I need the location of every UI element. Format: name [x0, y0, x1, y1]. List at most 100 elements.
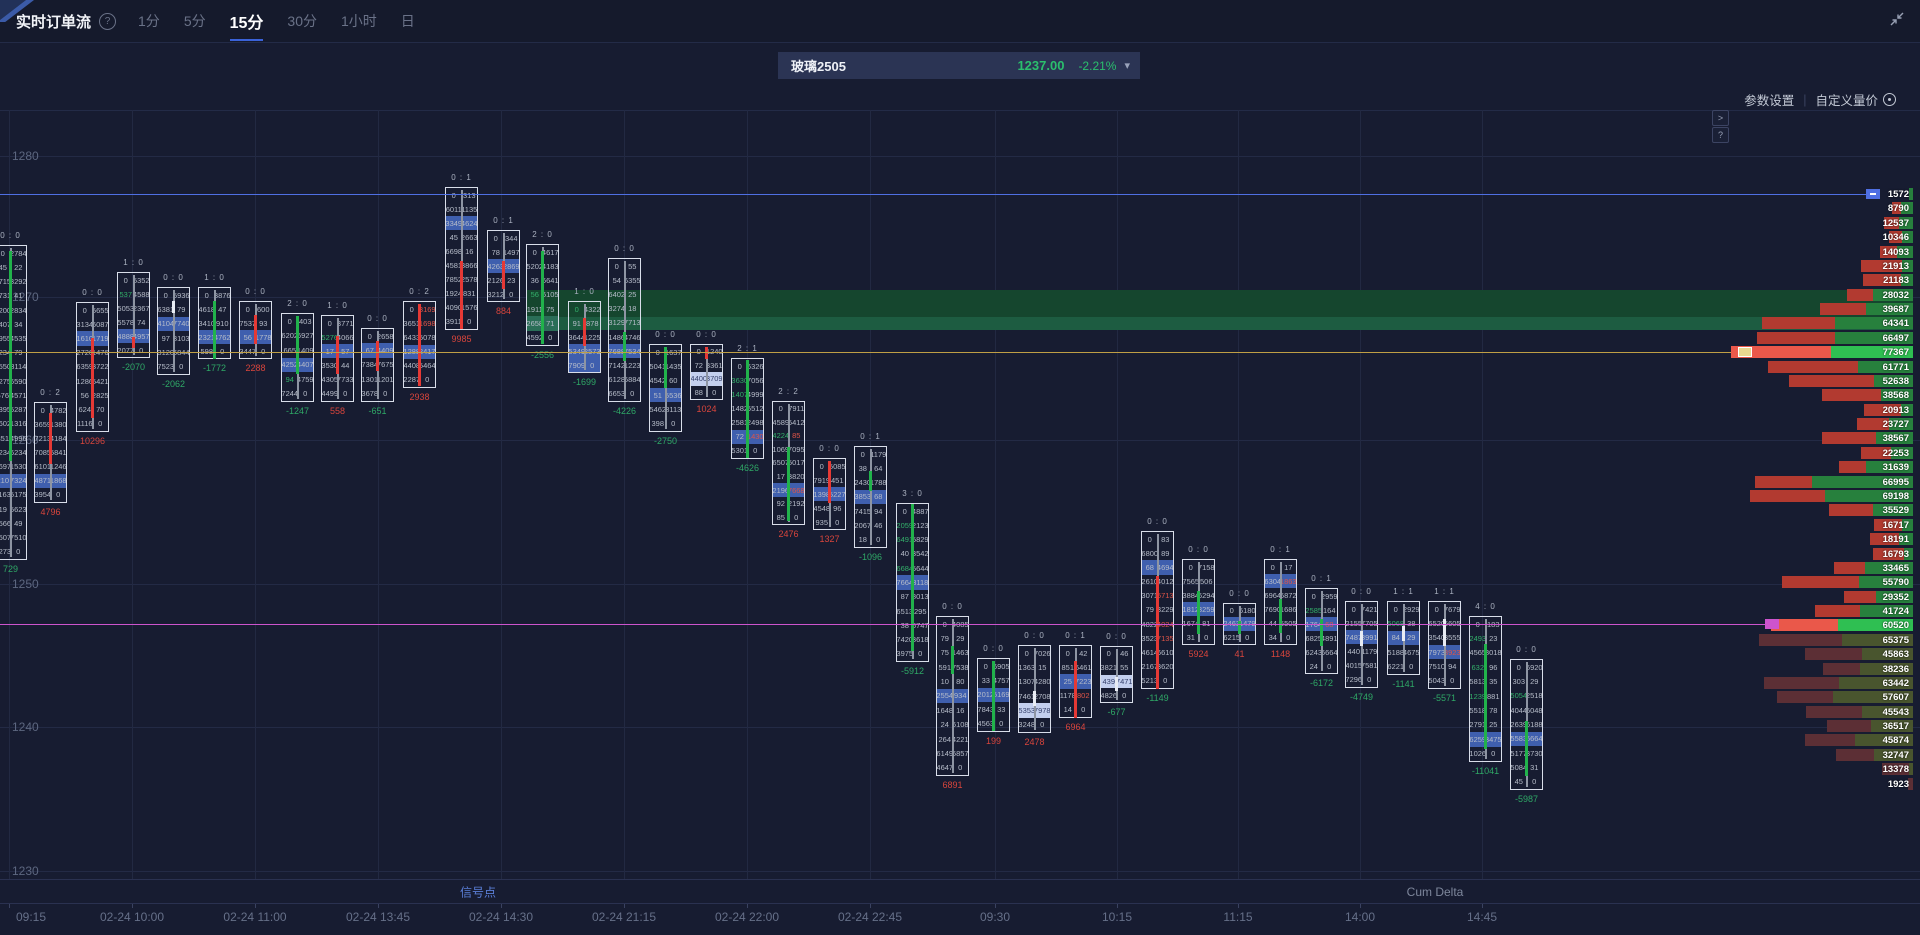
volume-profile-row: [1892, 202, 1913, 215]
footprint-row: 36 6641: [527, 274, 558, 288]
candle-body: [583, 318, 586, 346]
ask-volume-cell: 41: [14, 291, 23, 301]
ask-volume-cell: 4184: [50, 433, 67, 443]
ask-volume-cell: 7740: [173, 319, 190, 329]
tab-timeframe-1m[interactable]: 1分: [138, 13, 160, 29]
footprint-candle[interactable]: 0 403 6202 6927 665 1409 4252 4407 94 4759 7244 0: [281, 313, 314, 402]
footprint-candle[interactable]: 0 5352 537 4588 5053 2367 5578 74 4888 4957 2077 0: [117, 272, 150, 358]
collapse-icon[interactable]: [1888, 10, 1906, 28]
footprint-candle[interactable]: 0 4782 3659 1380 7213 4184 7085 5841 6101 1246 487…: [34, 402, 67, 503]
footprint-candle[interactable]: 0 46 3821 55 439 7471 4826 0: [1100, 646, 1133, 703]
footprint-candle[interactable]: 0 4887 2059 2123 6491 5829 40 3542 6684 5644 7664 3…: [896, 503, 929, 662]
instrument-selector[interactable]: 玻璃2505 1237.00 -2.21% ▾: [778, 52, 1140, 79]
footprint-candle[interactable]: 0 313 6011 1135 3349 4624 45 2663 6698 16 4581 3866…: [445, 187, 478, 330]
ask-volume-cell: 1479: [1239, 619, 1256, 629]
footprint-candle[interactable]: 0 600 7537 93 56 1778 3447 0: [239, 301, 272, 359]
signal-point-label[interactable]: 信号点: [459, 885, 497, 900]
bid-volume-cell: 1363: [1019, 662, 1035, 672]
ask-volume-cell: 4221: [952, 734, 969, 744]
profile-sell-segment: [1731, 346, 1831, 359]
footprint-candle[interactable]: 0 17 6304 1863 6964 6872 7690 1686 44 5505 34 0: [1264, 559, 1297, 645]
footprint-candle[interactable]: 0 4617 5202 4183 36 6641 56 6105 1911 75 2658 71 459…: [526, 244, 559, 346]
bid-volume-cell: 1610: [77, 334, 93, 344]
time-axis-label: 02-24 21:15: [591, 910, 657, 924]
footprint-candle[interactable]: 0 2658 67 4409 7384 7675 1301 1201 3678 0: [361, 328, 394, 402]
footprint-candle[interactable]: 0183249323456580186329658133512398815518…: [1469, 616, 1502, 762]
bid-volume-cell: 2077: [118, 345, 134, 355]
ask-volume-cell: 1686: [1280, 604, 1297, 614]
tab-timeframe-5m[interactable]: 5分: [183, 13, 206, 29]
tab-timeframe-15m[interactable]: 15分: [228, 5, 266, 41]
ask-volume-cell: 29: [1407, 633, 1416, 643]
target-dot-icon[interactable]: [1883, 93, 1896, 106]
footprint-candle[interactable]: 0555463556402253274183129771314864746768…: [608, 258, 641, 402]
footprint-candle[interactable]: 0292950683884295188467562210: [1387, 601, 1420, 675]
bid-volume-cell: 6381: [158, 304, 174, 314]
footprint-row: 0 600: [240, 302, 271, 316]
ask-volume-cell: 0: [303, 389, 308, 399]
bid-volume-cell: 7523: [158, 362, 174, 372]
ask-volume-cell: 451: [830, 475, 844, 485]
volume-profile-row: [1883, 216, 1913, 229]
footprint-row: 2126 23: [488, 273, 519, 287]
profile-volume-value: 63442: [1882, 677, 1909, 689]
signal-band-bottom-line: [0, 903, 1920, 904]
bid-volume-cell: 4400: [691, 374, 707, 384]
footprint-candle[interactable]: 0 7026 1363 15 1307 4280 7461 2708 5353 7978 3248 0: [1018, 645, 1051, 733]
candle-delta-header: 0 : 0: [1229, 589, 1250, 598]
footprint-candle[interactable]: 0836800896846942610401230715713793229482…: [1141, 531, 1174, 689]
tab-timeframe-1d[interactable]: 日: [400, 13, 415, 29]
bid-volume-cell: 7843: [978, 704, 994, 714]
footprint-candle[interactable]: 0163750411435454260515536546231133980: [649, 344, 682, 432]
footprint-row: 56 2825: [77, 388, 108, 402]
footprint-candle[interactable]: 0565531346087161017192726147663593722128…: [76, 302, 109, 432]
profile-sell-segment: [1827, 720, 1872, 733]
footprint-candle[interactable]: 037715276406617573530444305773344990: [321, 315, 354, 402]
candle-body: [746, 360, 749, 458]
bid-volume-cell: 91: [572, 318, 581, 328]
profile-sell-segment: [1881, 763, 1909, 776]
footprint-candle[interactable]: 0 2959 2585 164 1764 68 6825 4891 6243 6664 24 0: [1305, 588, 1338, 674]
footprint-candle[interactable]: 0 6905 33 4757 2012 5169 7843 33 4563 0: [977, 658, 1010, 732]
footprint-candle[interactable]: 0 7911 4589 6412 4224 85 1069 7095 6507 5017 17 382…: [772, 401, 805, 525]
footprint-candle[interactable]: 0 5085 7919 451 1398 5227 4548 96 935 0: [813, 458, 846, 530]
param-settings-button[interactable]: 参数设置: [1744, 94, 1795, 108]
footprint-candle[interactable]: 05936638179410477409731033120684475230: [157, 287, 190, 375]
footprint-row: 0 1179: [855, 447, 886, 461]
footprint-row: 1239 881: [1470, 689, 1501, 703]
footprint-candle[interactable]: 0408579297514635917538108025549341648162…: [936, 616, 969, 776]
ask-volume-cell: 6641: [542, 276, 559, 286]
bid-volume-cell: 3248: [1019, 720, 1035, 730]
ask-volume-cell: 55: [628, 261, 637, 271]
footprint-candle[interactable]: 0278445223715329247314142002834140734695…: [0, 245, 27, 560]
bid-volume-cell: 6149: [937, 748, 953, 758]
expand-panel-button[interactable]: >: [1712, 110, 1729, 126]
footprint-candle[interactable]: 0 6920 303 29 5054 2518 4044 6048 2639 6188 5583 66…: [1510, 659, 1543, 790]
custom-volume-price-button[interactable]: 自定义量价: [1815, 94, 1878, 108]
footprint-candle[interactable]: 0 344 78 1497 4263 2869 2126 23 3212 0: [487, 230, 520, 302]
footprint-row: 2107324: [0, 473, 26, 488]
tab-timeframe-1h[interactable]: 1小时: [341, 13, 377, 29]
footprint-candle[interactable]: 0 42 851 6461 25 7223 1178 802 14 0: [1059, 645, 1092, 718]
footprint-candle[interactable]: 0 4322 91 878 3644 1225 5349 2573 7909 0: [568, 301, 601, 373]
footprint-row: 0 3169: [404, 302, 435, 316]
candle-wick-line: [172, 290, 175, 372]
panel-help-button[interactable]: ?: [1712, 127, 1729, 143]
footprint-candle[interactable]: 0 7158 7565 506 3884 6294 1812 3259 1674 81 31 0: [1182, 559, 1215, 645]
footprint-candle[interactable]: 0316936511698643350781288241744085464228…: [403, 301, 436, 388]
footprint-candle[interactable]: 0767965206605354035557973392375109450430: [1428, 601, 1461, 689]
footprint-candle[interactable]: 0124072336144003709880: [690, 344, 723, 400]
volume-profile-row: [1822, 432, 1913, 445]
bid-volume-cell: 4224: [773, 431, 789, 441]
help-icon[interactable]: ?: [99, 12, 117, 30]
bid-volume-cell: 5188: [1388, 647, 1404, 657]
footprint-candle[interactable]: 0 1179 38 64 2430 1788 3853 68 7415 94 2067 46 18 0: [854, 446, 887, 548]
footprint-candle[interactable]: 0 3876 4618 47 3410 910 2321 4762 598 0: [198, 287, 231, 359]
bid-volume-cell: 0: [1024, 648, 1029, 658]
candle-delta-footer: -11041: [1471, 766, 1500, 776]
tab-timeframe-30m[interactable]: 30分: [287, 13, 317, 29]
footprint-candle[interactable]: 0742121557705748739914401179401575817296…: [1345, 601, 1378, 688]
footprint-row: 6507 5017: [773, 456, 804, 470]
footprint-candle[interactable]: 0 6326 3630 7056 1407 4999 1482 5512 2581 2498 72 1…: [731, 358, 764, 459]
